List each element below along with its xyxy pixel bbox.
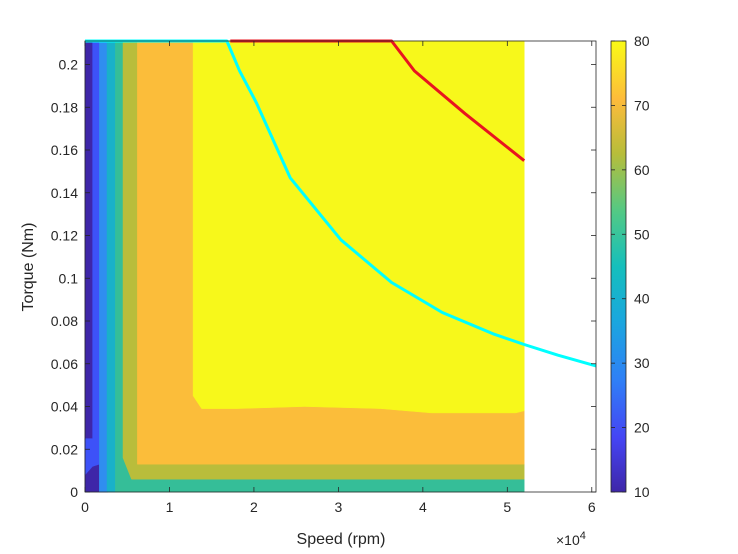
cyan-curve-line — [85, 39, 597, 368]
colorbar-tick-label: 50 — [634, 226, 650, 242]
colorbar-tick-label: 10 — [634, 484, 650, 500]
x-tick-label: 0 — [81, 499, 89, 515]
colorbar-scale — [610, 40, 627, 493]
axis-labels: Speed (rpm) Torque (Nm) ×104 — [20, 223, 586, 548]
y-tick-label: 0.08 — [51, 313, 78, 329]
colorbar-tick-label: 80 — [634, 33, 650, 49]
y-tick-label: 0.16 — [51, 142, 78, 158]
x-tick-label: 4 — [419, 499, 427, 515]
y-tick-label: 0.2 — [59, 57, 79, 73]
contour-region-level-25 — [99, 40, 108, 493]
colorbar-tick-label: 40 — [634, 291, 650, 307]
x-tick-label: 6 — [588, 499, 596, 515]
x-axis-label: Speed (rpm) — [297, 531, 386, 548]
y-tick-label: 0.18 — [51, 99, 78, 115]
x-tick-label: 1 — [166, 499, 174, 515]
axes: 0 1 2 3 4 5 6 0 0.02 0.04 0.06 0.08 0.1 0.12 0.14 0.16 0… — [51, 40, 597, 515]
y-tick-label: 0.1 — [59, 270, 79, 286]
contour-region-level-80 — [192, 40, 525, 414]
x-exponent-base: ×10 — [556, 532, 580, 548]
y-tick-label: 0.04 — [51, 399, 78, 415]
y-tick-label: 0 — [70, 484, 78, 500]
contour-regions — [84, 40, 525, 493]
colorbar: 10 20 30 40 50 60 70 80 — [610, 33, 650, 500]
y-tick-label: 0.12 — [51, 228, 78, 244]
x-tick-label: 3 — [334, 499, 342, 515]
x-exponent-label: ×104 — [556, 530, 586, 548]
contour-region-level-40 — [106, 40, 116, 493]
colorbar-tick-label: 60 — [634, 162, 650, 178]
y-axis-label: Torque (Nm) — [20, 223, 37, 312]
x-tick-label: 5 — [503, 499, 511, 515]
colorbar-tick-label: 70 — [634, 97, 650, 113]
colorbar-tick-label: 20 — [634, 420, 650, 436]
y-tick-label: 0.06 — [51, 356, 78, 372]
x-exponent-power: 4 — [580, 530, 586, 542]
colorbar-tick-label: 30 — [634, 355, 650, 371]
y-tick-label: 0.02 — [51, 441, 78, 457]
axes-box — [84, 40, 597, 493]
x-tick-label: 2 — [250, 499, 258, 515]
y-tick-label: 0.14 — [51, 185, 78, 201]
